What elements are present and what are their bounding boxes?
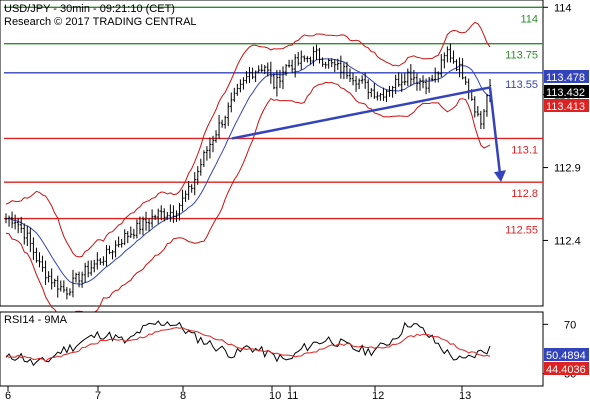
price-panel-frame [0, 0, 544, 307]
rsi-series-line [5, 320, 491, 367]
y-tick-label: 114 [554, 2, 572, 14]
x-tick-label: 12 [372, 390, 384, 400]
time-axis-ticks: 6 7 8 10 11 12 13 [5, 386, 471, 400]
chart-title: USD/JPY - 30min - 09:21:10 (CET) [4, 3, 175, 15]
y-tick-label: 112.4 [554, 235, 581, 247]
trendline [231, 86, 491, 140]
price-value-tags: 113.478 113.432 113.413 [544, 70, 589, 113]
x-tick-label: 13 [459, 390, 471, 400]
rsi-value-tags: 50.4894 44.4036 [544, 348, 589, 376]
x-tick-label: 6 [5, 390, 11, 400]
rsi-panel-frame [0, 311, 544, 387]
forecast-arrow-head [494, 170, 506, 183]
x-tick-label: 8 [180, 390, 186, 400]
rsi-series-line [5, 327, 491, 362]
rsi-tick-label: 70 [564, 319, 576, 331]
level-label: 112.8 [511, 188, 538, 200]
upper-band [5, 21, 491, 258]
price-tag [544, 70, 589, 83]
forecast-arrow [488, 87, 502, 175]
copyright-text: Research © 2017 TRADING CENTRAL [4, 16, 197, 28]
level-label: 113.1 [511, 144, 538, 156]
candlesticks [4, 43, 492, 300]
price-tag-label: 113.413 [546, 101, 585, 113]
level-label: 114 [520, 13, 538, 25]
trendline-group [231, 86, 506, 183]
x-tick-label: 7 [95, 390, 101, 400]
price-tag [544, 99, 589, 112]
level-label: 113.55 [505, 79, 538, 91]
x-tick-label: 11 [287, 390, 298, 400]
price-tag-label: 113.432 [546, 87, 585, 99]
rsi-tag [544, 348, 589, 361]
level-label: 113.75 [505, 50, 538, 62]
y-tick-label: 112.9 [554, 163, 581, 175]
rsi-title: RSI14 - 9MA [4, 314, 68, 326]
rsi-lines [5, 320, 491, 367]
rsi-tag [544, 362, 589, 375]
price-panel: 114 113.75 113.55 113.1 112.8 112.55 112.4 112… [0, 0, 589, 317]
price-tag-label: 113.478 [546, 72, 585, 84]
rsi-tag-label: 44.4036 [546, 364, 586, 376]
middle-band [5, 58, 491, 285]
rsi-tag-label: 50.4894 [546, 350, 586, 362]
x-tick-label: 10 [269, 390, 281, 400]
level-label: 112.55 [505, 225, 538, 237]
price-tag [544, 85, 589, 98]
support-resistance-levels: 114 113.75 113.55 113.1 112.8 112.55 [4, 6, 543, 237]
